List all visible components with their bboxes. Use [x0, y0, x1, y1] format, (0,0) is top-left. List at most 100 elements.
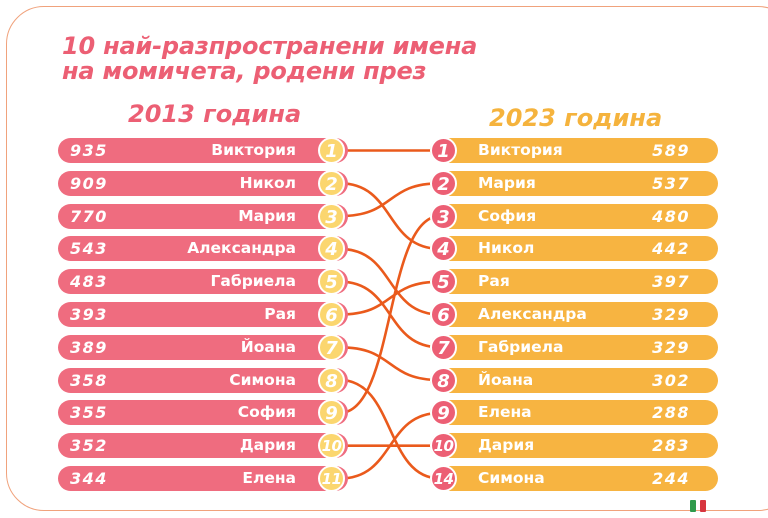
right-rank-badge: 6 — [430, 301, 457, 328]
left-count: 355 — [70, 403, 108, 423]
right-name: Никол — [478, 239, 535, 258]
left-count: 393 — [70, 305, 108, 324]
left-count: 935 — [70, 141, 108, 160]
right-row: Дария 283 — [430, 433, 718, 459]
left-rank-badge: 1 — [318, 137, 345, 164]
right-rank-badge: 7 — [430, 333, 457, 361]
left-count: 344 — [70, 469, 108, 488]
left-row: 909 Никол — [58, 170, 348, 196]
right-rank-badge: 2 — [430, 169, 457, 197]
right-count: 329 — [652, 305, 690, 324]
right-rank-badge: 1 — [430, 137, 457, 164]
right-row: Рая 397 — [430, 269, 718, 295]
right-count: 302 — [652, 370, 690, 390]
left-row: 389 Йоана — [58, 334, 348, 360]
left-rank-badge: 11 — [318, 465, 345, 492]
right-rank-badge: 14 — [430, 465, 457, 492]
right-count: 397 — [652, 272, 690, 292]
right-row: Йоана 302 — [430, 367, 718, 393]
left-row: 935 Виктория — [58, 138, 348, 163]
right-count: 589 — [652, 141, 690, 160]
right-rank-badge: 8 — [430, 366, 457, 394]
connector-Рая — [339, 280, 441, 316]
left-rank-badge: 7 — [318, 333, 345, 361]
right-row: Симона 244 — [430, 466, 718, 491]
right-row: Александра 329 — [430, 302, 718, 327]
right-count: 244 — [652, 469, 690, 488]
left-row: 543 Александра — [58, 236, 348, 262]
title-line-2: на момичета, родени през — [62, 57, 427, 85]
right-name: Рая — [478, 272, 510, 291]
left-rank-badge: 10 — [318, 432, 345, 460]
connector-Никол — [339, 182, 441, 251]
left-name: Елена — [242, 469, 296, 487]
connector-Йоана — [339, 346, 441, 382]
left-rank-badge: 2 — [318, 169, 345, 197]
left-count: 352 — [70, 436, 108, 456]
left-name: Рая — [264, 305, 296, 323]
right-count: 288 — [652, 403, 690, 423]
connector-Мария — [339, 182, 441, 218]
chart-title: 10 най-разпространени имена на момичета,… — [62, 34, 477, 84]
right-row: Елена 288 — [430, 400, 718, 426]
right-row: Мария 537 — [430, 170, 718, 196]
right-count: 442 — [652, 239, 690, 259]
left-rank-badge: 8 — [318, 366, 345, 394]
left-rank-badge: 9 — [318, 399, 345, 427]
left-row: 358 Симона — [58, 367, 348, 393]
connector-Елена — [339, 411, 441, 480]
connector-Симона — [339, 378, 441, 480]
right-count: 480 — [652, 206, 690, 226]
left-rank-badge: 4 — [318, 235, 345, 263]
right-name: Мария — [478, 173, 536, 192]
left-row: 352 Дария — [58, 433, 348, 459]
right-year-heading: 2023 година — [489, 104, 663, 132]
left-name: Виктория — [211, 141, 296, 159]
title-line-1: 10 най-разпространени имена — [62, 32, 478, 60]
left-count: 770 — [70, 206, 108, 226]
left-name: Мария — [238, 206, 296, 225]
left-row: 393 Рая — [58, 302, 348, 327]
right-name: Виктория — [478, 141, 563, 159]
left-row: 344 Елена — [58, 466, 348, 491]
right-name: Симона — [478, 469, 545, 487]
right-row: Виктория 589 — [430, 138, 718, 163]
left-rank-badge: 3 — [318, 202, 345, 230]
left-rank-badge: 5 — [318, 268, 345, 296]
left-rank-badge: 6 — [318, 301, 345, 328]
left-name: Никол — [239, 173, 296, 192]
right-rank-badge: 9 — [430, 399, 457, 427]
flag-stripe-red — [700, 500, 706, 512]
left-count: 483 — [70, 272, 108, 292]
right-row: Никол 442 — [430, 236, 718, 262]
connector-Александра — [339, 247, 441, 316]
right-rank-badge: 5 — [430, 268, 457, 296]
flag-stripe-green — [690, 500, 696, 512]
left-name: София — [237, 403, 296, 422]
right-name: Габриела — [478, 337, 564, 356]
left-year-heading: 2013 година — [128, 100, 302, 128]
right-row: София 480 — [430, 203, 718, 229]
left-name: Йоана — [240, 337, 296, 356]
left-row: 483 Габриела — [58, 269, 348, 295]
left-row: 355 София — [58, 400, 348, 426]
connector-София — [339, 214, 441, 415]
right-count: 283 — [652, 436, 690, 456]
left-count: 543 — [70, 239, 108, 259]
left-name: Симона — [229, 370, 296, 389]
left-row: 770 Мария — [58, 203, 348, 229]
left-count: 358 — [70, 370, 108, 390]
right-rank-badge: 3 — [430, 202, 457, 230]
left-name: Дария — [239, 436, 296, 455]
left-name: Александра — [187, 239, 296, 258]
right-count: 537 — [652, 173, 690, 193]
left-count: 909 — [70, 173, 108, 193]
right-name: Александра — [478, 305, 587, 323]
right-name: София — [478, 206, 537, 225]
right-row: Габриела 329 — [430, 334, 718, 360]
right-rank-badge: 10 — [430, 432, 457, 460]
right-name: Елена — [478, 403, 532, 422]
right-name: Йоана — [478, 370, 534, 389]
right-name: Дария — [478, 436, 535, 455]
